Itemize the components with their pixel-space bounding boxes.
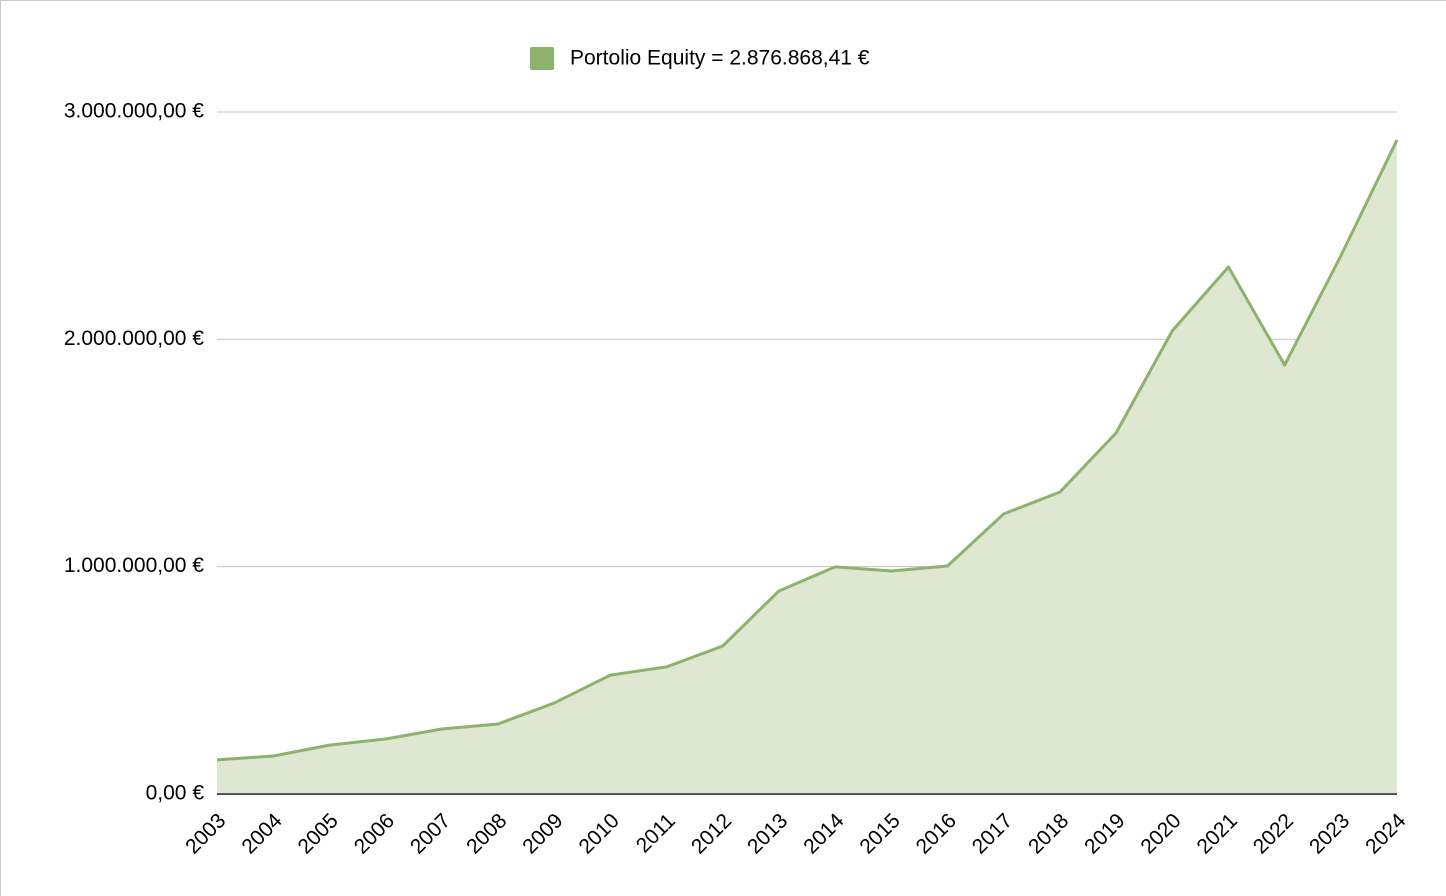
x-tick-label: 2004 xyxy=(237,809,287,859)
x-tick-label: 2018 xyxy=(1024,809,1073,858)
y-tick-label: 3.000.000,00 € xyxy=(64,100,204,123)
area-line xyxy=(216,139,1399,762)
x-tick-label: 2005 xyxy=(294,809,343,858)
x-tick-label: 2020 xyxy=(1136,809,1185,858)
y-tick-label: 2.000.000,00 € xyxy=(64,327,204,350)
legend-swatch xyxy=(530,47,554,70)
x-tick-label: 2007 xyxy=(406,809,455,858)
x-tick-label: 2024 xyxy=(1361,809,1411,859)
x-tick-label: 2011 xyxy=(632,809,680,857)
x-tick-label: 2016 xyxy=(912,809,961,858)
y-tick-label: 1.000.000,00 € xyxy=(64,554,204,577)
x-tick-label: 2003 xyxy=(181,809,230,858)
x-tick-label: 2012 xyxy=(687,809,736,858)
x-tick-label: 2019 xyxy=(1080,809,1129,858)
x-tick-label: 2017 xyxy=(968,809,1017,858)
x-tick-label: 2023 xyxy=(1305,809,1354,858)
x-tick-label: 2010 xyxy=(574,809,623,858)
area-fill xyxy=(217,139,1397,794)
x-tick-label: 2014 xyxy=(799,809,849,859)
legend-label: Portolio Equity = 2.876.868,41 € xyxy=(570,47,870,70)
x-tick-label: 2022 xyxy=(1249,809,1298,858)
x-tick-label: 2009 xyxy=(518,809,567,858)
x-tick-label: 2015 xyxy=(855,809,904,858)
x-tick-label: 2013 xyxy=(743,809,792,858)
y-tick-label: 0,00 € xyxy=(146,782,205,805)
x-tick-label: 2021 xyxy=(1193,809,1242,858)
x-tick-label: 2008 xyxy=(462,809,511,858)
x-tick-label: 2006 xyxy=(350,809,399,858)
